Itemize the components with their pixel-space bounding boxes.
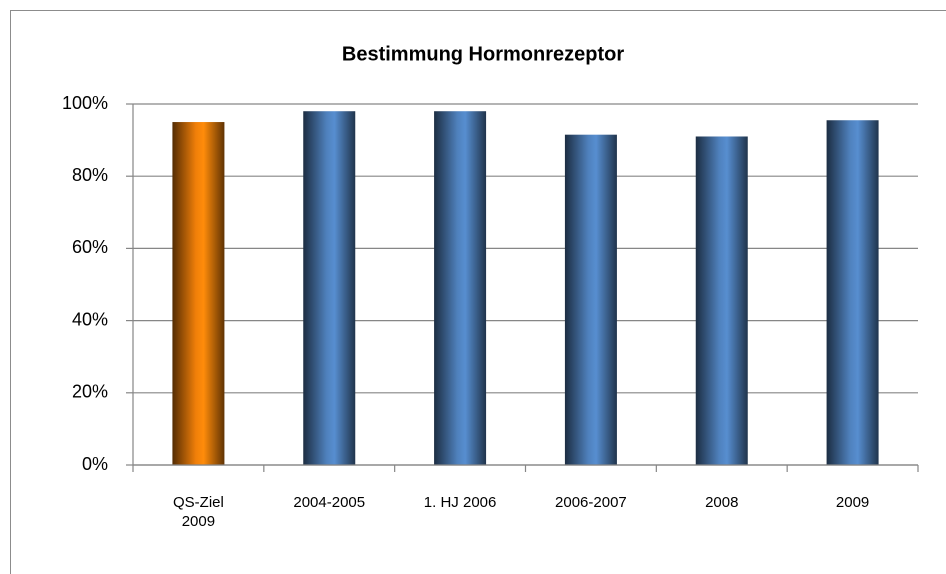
y-tick-label: 80% [72, 165, 108, 185]
x-tick-label: 2009 [835, 494, 870, 511]
y-tick-label: 60% [72, 237, 108, 257]
y-tick-label: 0% [82, 454, 108, 474]
bar [564, 134, 617, 465]
x-tick-label: QS-Ziel 2009 [172, 494, 224, 530]
x-tick-label: 1. HJ 2006 [423, 494, 497, 511]
bar [695, 136, 748, 466]
x-tick-label: 2004-2005 [293, 494, 366, 511]
x-tick-label: 2008 [705, 494, 739, 511]
x-tick-label: 2006-2007 [555, 494, 627, 511]
y-tick-label: 100% [62, 93, 108, 113]
bar [434, 111, 487, 465]
bar [303, 111, 356, 465]
chart-title: Bestimmung Hormonrezeptor [342, 43, 624, 65]
bar [172, 122, 225, 466]
bar [826, 120, 879, 466]
y-tick-label: 20% [72, 382, 108, 402]
y-tick-label: 40% [72, 309, 108, 329]
